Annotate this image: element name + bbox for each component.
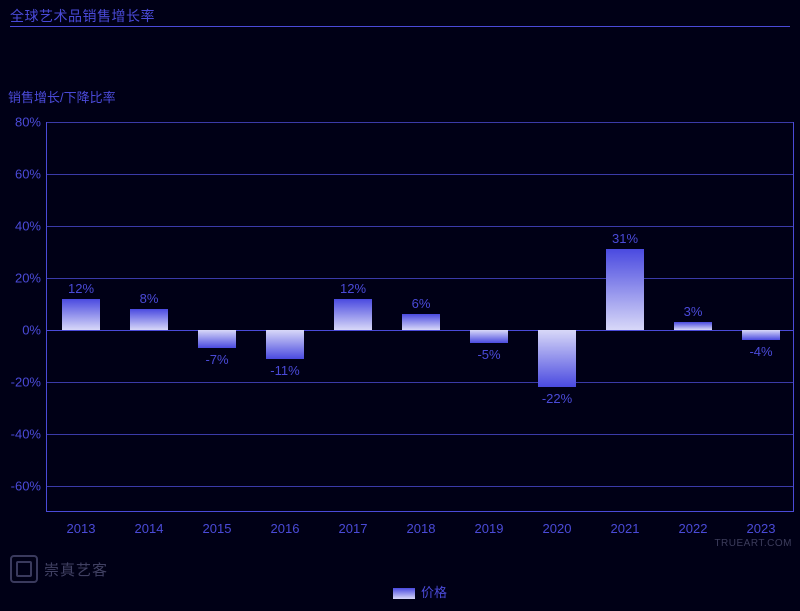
bar-value-label: -4%: [749, 344, 772, 359]
legend: 价格: [47, 582, 793, 601]
bar-value-label: 31%: [612, 231, 638, 246]
bar-value-label: 12%: [340, 281, 366, 296]
x-tick-label: 2019: [475, 521, 504, 536]
x-tick-label: 2014: [135, 521, 164, 536]
x-tick-label: 2015: [203, 521, 232, 536]
chart-title: 全球艺术品销售增长率: [10, 6, 155, 26]
bar-value-label: -7%: [205, 352, 228, 367]
watermark-text: 崇真艺客: [44, 559, 108, 580]
bar-value-label: -22%: [542, 391, 572, 406]
x-tick-label: 2017: [339, 521, 368, 536]
x-tick-label: 2018: [407, 521, 436, 536]
y-tick-label: -20%: [11, 375, 41, 390]
bar: [266, 330, 303, 359]
y-tick-label: -60%: [11, 479, 41, 494]
bar-value-label: 12%: [68, 281, 94, 296]
watermark-logo: 崇真艺客: [10, 555, 108, 583]
bar-value-label: 3%: [684, 304, 703, 319]
x-tick-label: 2020: [543, 521, 572, 536]
legend-label: 价格: [421, 585, 447, 600]
bar-value-label: -11%: [270, 363, 299, 378]
bar: [334, 299, 371, 330]
bar: [538, 330, 575, 387]
y-tick-label: 60%: [15, 167, 41, 182]
y-tick-label: 0%: [22, 323, 41, 338]
x-tick-label: 2021: [611, 521, 640, 536]
y-tick-label: 40%: [15, 219, 41, 234]
legend-swatch: [393, 588, 415, 599]
bar-value-label: 6%: [412, 296, 431, 311]
bar: [606, 249, 643, 330]
bars-layer: 12% 8% -7% -11% 12% 6% -5% -22% 31% 3% -4%: [47, 122, 793, 511]
title-underline: [10, 26, 790, 27]
bar-value-label: -5%: [477, 347, 500, 362]
bar: [62, 299, 99, 330]
x-tick-label: 2013: [67, 521, 96, 536]
x-tick-label: 2016: [271, 521, 300, 536]
y-axis-title: 销售增长/下降比率: [8, 87, 116, 106]
y-tick-label: 80%: [15, 115, 41, 130]
plot-area: 80%60%40%20%0%-20%-40%-60% 12%8%-7%-11%1…: [46, 122, 794, 512]
bar: [198, 330, 235, 348]
bar: [470, 330, 507, 343]
x-tick-label: 2023: [747, 521, 776, 536]
bar: [130, 309, 167, 330]
x-tick-label: 2022: [679, 521, 708, 536]
bar: [674, 322, 711, 330]
bar: [742, 330, 779, 340]
bar-value-label: 8%: [140, 291, 159, 306]
y-tick-label: 20%: [15, 271, 41, 286]
y-tick-label: -40%: [11, 427, 41, 442]
watermark-url: TRUEART.COM: [714, 538, 792, 549]
watermark-badge-icon: [10, 555, 38, 583]
bar: [402, 314, 439, 330]
